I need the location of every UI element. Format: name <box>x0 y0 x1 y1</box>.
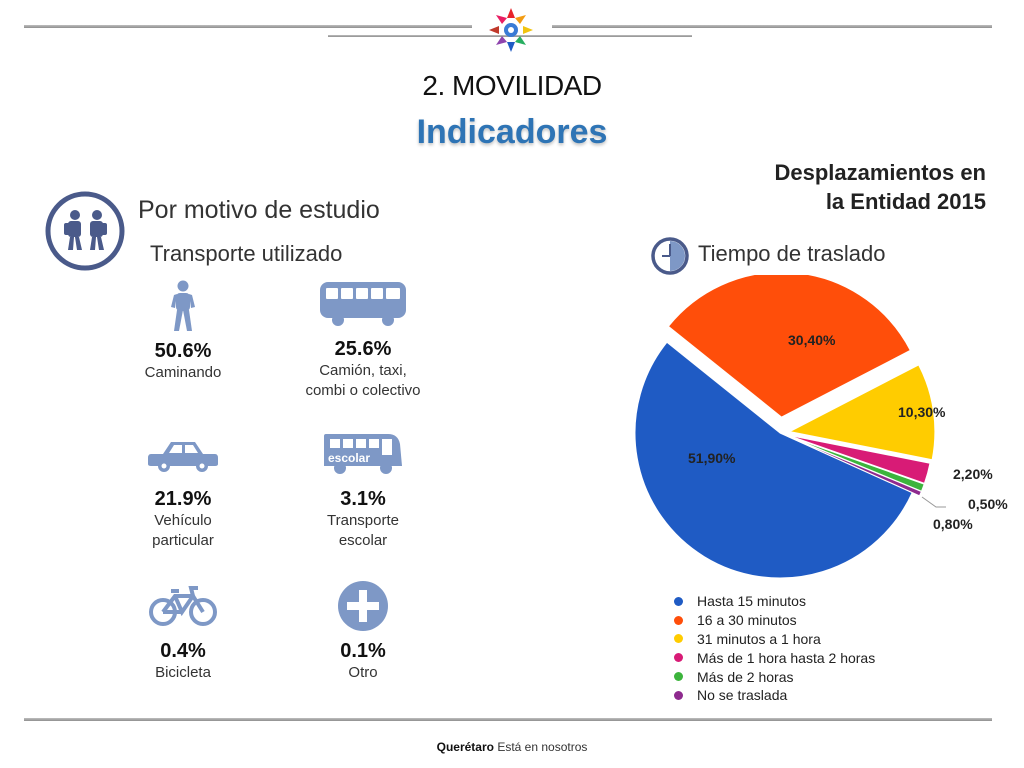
queretaro-logo-icon <box>489 8 533 52</box>
legend-marker <box>674 634 683 644</box>
pie-label-2: 30,40% <box>788 332 836 348</box>
pie-label-6: 0,50% <box>968 496 1008 512</box>
top-rule-left <box>24 25 472 28</box>
legend-item: Más de 1 hora hasta 2 horas <box>674 648 875 667</box>
plus-icon <box>338 581 388 631</box>
chart-legend: Hasta 15 minutos 16 a 30 minutos 31 minuto… <box>674 592 875 705</box>
tile-bus-label: Camión, taxi, combi o colectivo <box>305 362 421 399</box>
chart-title: Tiempo de traslado <box>698 241 886 266</box>
tile-school-bus: escolar 3.1% Transporte escolar <box>288 430 438 551</box>
footer-brand: Querétaro <box>436 740 494 754</box>
tile-school-bus-value: 3.1% <box>340 488 386 510</box>
legend-marker <box>674 672 683 682</box>
tile-bicycle: 0.4% Bicicleta <box>108 584 258 683</box>
tile-walking-value: 50.6% <box>154 340 212 362</box>
legend-item: 31 minutos a 1 hora <box>674 630 875 649</box>
legend-item: Hasta 15 minutos <box>674 592 875 611</box>
tile-other-label: Otro <box>348 664 378 681</box>
legend-item: Más de 2 horas <box>674 667 875 686</box>
pie-label-1: 51,90% <box>688 450 736 466</box>
school-bus-icon: escolar <box>324 434 402 474</box>
subtopic-title: Transporte utilizado <box>150 241 343 266</box>
section-title: 2. MOVILIDAD <box>422 70 602 101</box>
students-icon <box>45 191 125 271</box>
legend-item: No se traslada <box>674 686 875 705</box>
tile-car-value: 21.9% <box>154 488 212 510</box>
tile-other: 0.1% Otro <box>288 580 438 683</box>
legend-label: Hasta 15 minutos <box>697 593 806 610</box>
legend-marker <box>674 653 683 663</box>
legend-marker <box>674 596 683 606</box>
pie-label-4: 2,20% <box>953 466 993 482</box>
clock-icon <box>651 237 689 275</box>
tile-bicycle-value: 0.4% <box>160 640 206 662</box>
pie-slice-1 <box>634 341 913 579</box>
right-heading: Desplazamientos en la Entidad 2015 <box>774 158 986 216</box>
legend-label: No se traslada <box>697 687 788 704</box>
school-bus-icon-text: escolar <box>328 451 370 465</box>
pie-label-3: 10,30% <box>898 404 946 420</box>
page-title: Indicadores <box>416 113 608 151</box>
bottom-rule <box>24 718 992 721</box>
bicycle-icon <box>149 586 217 626</box>
pie-chart: 51,90% 30,40% 10,30% 2,20% 0,80% 0,50% <box>634 275 1008 579</box>
tile-car: 21.9% Vehículo particular <box>108 436 258 551</box>
tile-bus: 25.6% Camión, taxi, combi o colectivo <box>288 280 438 401</box>
legend-label: 16 a 30 minutos <box>697 612 797 629</box>
pie-slice-3 <box>788 364 936 461</box>
tile-walking-label: Caminando <box>144 364 222 381</box>
footer-slogan: Está en nosotros <box>497 740 588 754</box>
legend-marker <box>674 690 683 700</box>
pie-slice-4 <box>787 434 931 484</box>
pie-label-5: 0,80% <box>933 516 973 532</box>
tile-bus-value: 25.6% <box>334 338 392 360</box>
tile-walking: 50.6% Caminando <box>108 280 258 383</box>
pie-slice-2 <box>667 275 911 418</box>
tile-other-value: 0.1% <box>340 640 386 662</box>
car-icon <box>148 442 218 472</box>
bus-icon <box>320 282 406 326</box>
right-heading-line2: la Entidad 2015 <box>825 189 986 214</box>
topic-title: Por motivo de estudio <box>138 196 380 224</box>
pie-slice-6 <box>787 435 923 497</box>
tile-bicycle-label: Bicicleta <box>155 664 211 681</box>
walking-person-icon <box>171 280 195 331</box>
legend-item: 16 a 30 minutos <box>674 611 875 630</box>
legend-label: Más de 1 hora hasta 2 horas <box>697 649 876 666</box>
tile-car-label: Vehículo particular <box>152 512 214 549</box>
leader-line <box>921 496 946 508</box>
right-heading-line1: Desplazamientos en <box>774 160 986 185</box>
tile-school-bus-label: Transporte escolar <box>327 512 399 549</box>
legend-marker <box>674 615 683 625</box>
top-rule-right <box>552 25 992 28</box>
legend-label: 31 minutos a 1 hora <box>697 630 821 647</box>
legend-label: Más de 2 horas <box>697 668 794 685</box>
footer: Querétaro Está en nosotros <box>0 740 1024 754</box>
